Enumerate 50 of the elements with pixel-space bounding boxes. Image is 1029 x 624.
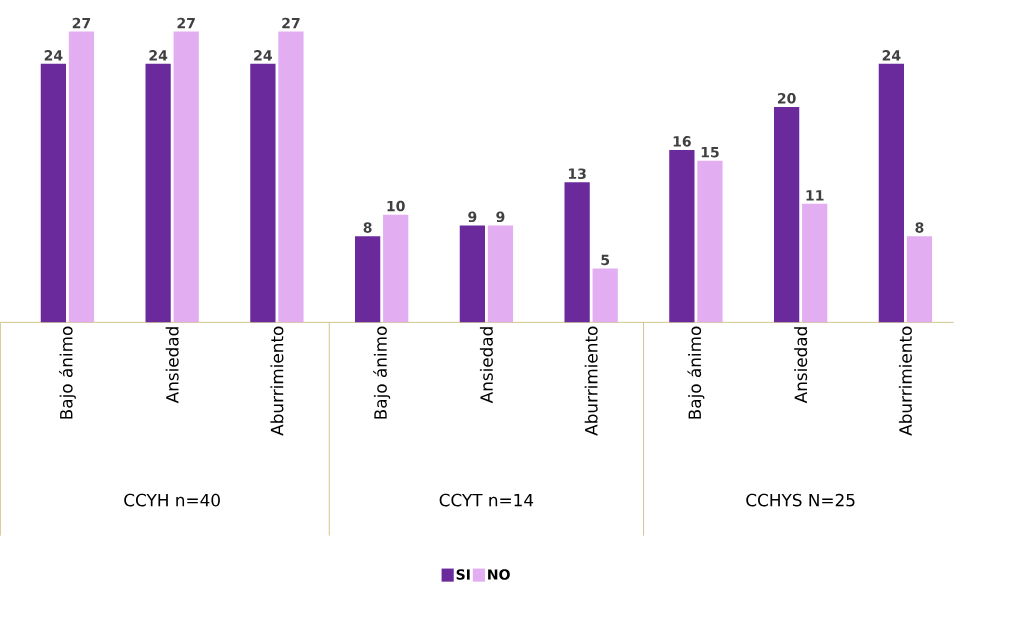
data-label: 24 [149,50,168,61]
bar [669,150,695,323]
data-label: 8 [363,222,372,233]
bar [802,203,828,323]
data-label: 11 [806,190,824,201]
data-label: 5 [601,254,610,266]
legend-label: NO [488,569,510,580]
data-label: 24 [254,50,272,61]
bar [40,63,67,323]
x-tick-label: Ansiedad [479,327,493,404]
data-label: 10 [387,200,405,212]
data-label: 16 [673,136,691,147]
bar [592,268,618,323]
data-label: 15 [701,147,719,158]
bar [878,63,904,323]
x-tick-label: Aburrimiento [898,326,912,436]
data-label: 20 [777,92,796,104]
bar [278,31,304,323]
data-label: 27 [177,17,195,29]
bar [68,31,95,323]
data-label: 8 [915,222,924,233]
text: CCHYS N=25 [746,493,855,507]
bar [145,63,171,323]
text: CCYH n=40 [124,493,220,507]
x-tick-label: Bajo ánimo [58,326,76,419]
bar [487,225,514,323]
data-label: 9 [468,211,477,223]
data-label: 24 [882,50,901,61]
x-tick-label: Bajo ánimo [373,326,391,419]
x-tick-label: Ansiedad [165,327,179,404]
bar [355,236,381,323]
bar [697,160,723,323]
bar [173,31,199,323]
data-label: 24 [44,50,63,61]
x-tick-label: Bajo ánimo [687,326,705,419]
bar [383,214,409,323]
data-label: 27 [282,17,300,29]
x-tick-label: Ansiedad [794,327,808,404]
x-tick-label: Aburrimiento [270,326,284,436]
bar [459,225,485,323]
x-tick-label: Aburrimiento [584,326,598,436]
data-label: 9 [496,211,505,223]
data-label: 13 [568,168,586,180]
legend-label: SI [456,569,470,580]
bar [906,236,933,323]
bar [250,63,276,323]
bar [773,106,800,323]
data-label: 27 [72,17,91,29]
bar [564,182,590,323]
text: CCYT n=14 [439,493,534,507]
